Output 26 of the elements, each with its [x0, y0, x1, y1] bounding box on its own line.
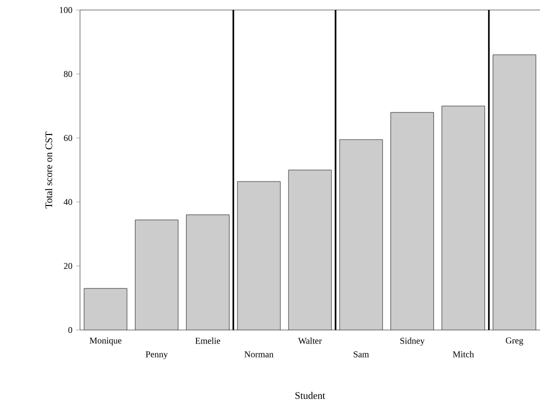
x-tick-label: Emelie	[195, 338, 220, 344]
bar	[84, 288, 128, 330]
bar	[442, 106, 485, 330]
bar	[135, 220, 178, 330]
x-tick-label: Sidney	[400, 338, 425, 346]
y-tick-label: 20	[64, 262, 72, 270]
x-tick-label: Monique	[90, 338, 122, 346]
bar	[237, 182, 280, 330]
y-tick-label: 100	[60, 6, 72, 14]
y-tick-label: 60	[64, 134, 72, 142]
x-tick-label: Sam	[354, 351, 369, 358]
y-axis-title: Total score on CST	[45, 132, 52, 208]
bar	[390, 112, 434, 330]
x-tick-label: Penny	[146, 351, 168, 360]
x-tick-label: Greg	[506, 338, 524, 346]
y-tick-label: 40	[64, 198, 72, 206]
y-tick-label: 80	[64, 70, 72, 78]
bar	[288, 170, 332, 330]
x-tick-label: Mitch	[452, 351, 474, 358]
bar	[186, 214, 230, 330]
x-axis-title: Student	[295, 392, 326, 399]
bar	[340, 140, 383, 330]
y-tick-label: 0	[68, 326, 72, 334]
x-tick-label: Walter	[298, 338, 322, 344]
bar	[492, 54, 536, 330]
x-tick-label: Norman	[244, 351, 274, 358]
